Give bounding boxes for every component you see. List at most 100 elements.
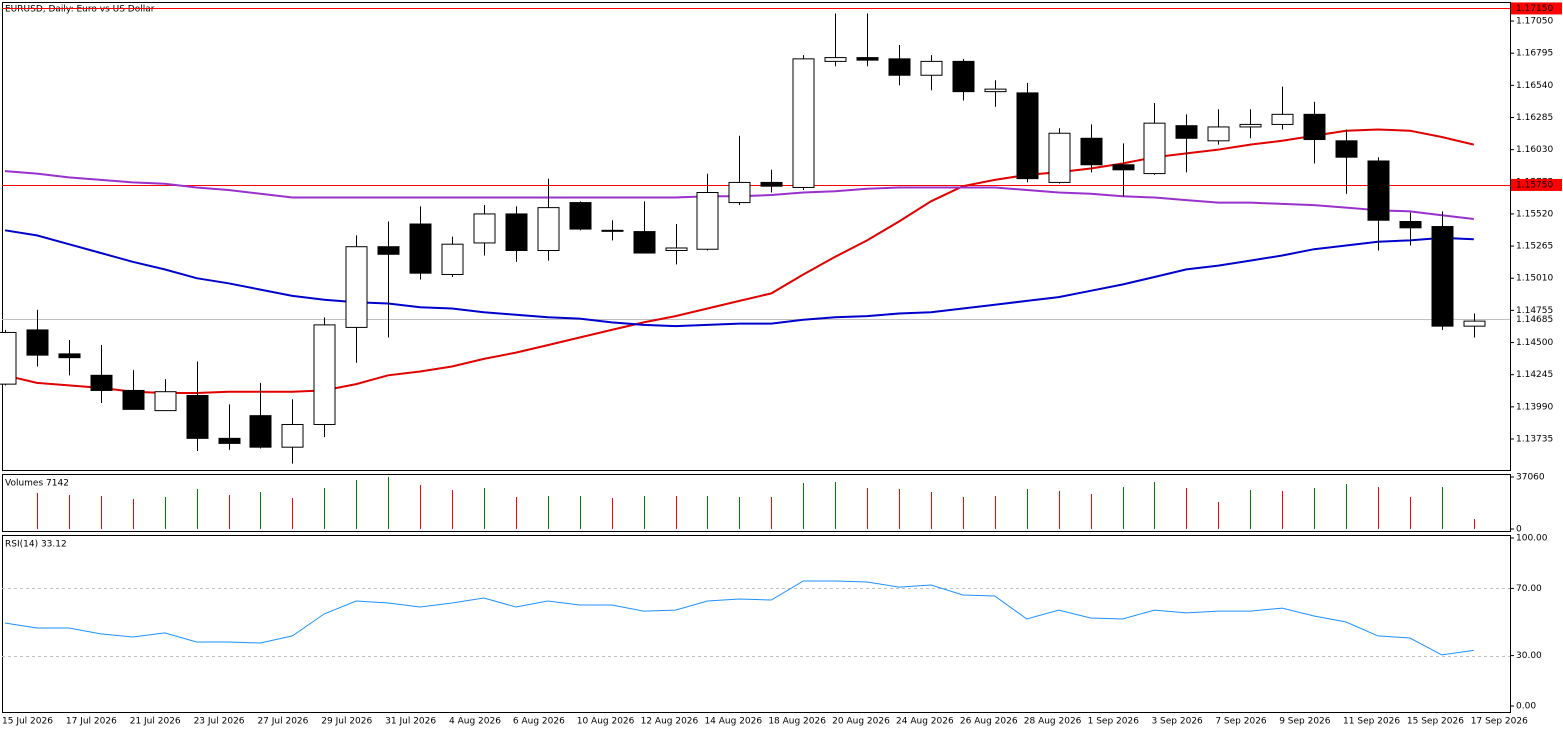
candle-body — [58, 353, 81, 359]
volume-title: Volumes 7142 — [5, 479, 69, 489]
candle-body — [1175, 125, 1198, 139]
moving-average — [4, 128, 1475, 394]
price-label: 1.15750 — [1516, 180, 1553, 190]
candle-body — [505, 213, 528, 251]
price-panel — [2, 2, 1511, 471]
candle-body — [1048, 132, 1071, 183]
y-tick-label: 1.16030 — [1516, 145, 1553, 155]
x-tick-label: 21 Jul 2026 — [130, 717, 181, 727]
bid-label: 1.14685 — [1516, 315, 1553, 325]
candle-body — [1463, 320, 1486, 327]
candle-body — [665, 247, 688, 251]
candle-body — [569, 202, 592, 230]
y-tick-label: 1.15520 — [1516, 209, 1553, 219]
candle-body — [728, 181, 751, 204]
y-tick-label: 30.00 — [1516, 651, 1542, 661]
rsi-title: RSI(14) 33.12 — [5, 540, 67, 550]
x-tick-label: 31 Jul 2026 — [385, 717, 436, 727]
y-tick-label: 1.13735 — [1516, 434, 1553, 444]
y-tick-label: 37060 — [1516, 473, 1545, 483]
x-tick-label: 23 Jul 2026 — [194, 717, 245, 727]
candle-body — [888, 58, 911, 76]
candle-body — [1080, 137, 1103, 166]
candle-body — [920, 60, 943, 76]
candle-body — [90, 374, 113, 391]
candle-body — [1239, 123, 1262, 128]
candle-body — [952, 60, 975, 93]
y-tick-label: 1.14755 — [1516, 306, 1553, 316]
volume-panel — [2, 474, 1511, 532]
candle-body — [26, 329, 49, 356]
x-tick-label: 3 Sep 2026 — [1151, 717, 1203, 727]
candle-body — [313, 324, 336, 425]
y-tick-label: 70.00 — [1516, 584, 1542, 594]
y-tick-label: 1.16540 — [1516, 81, 1553, 91]
y-tick-label: 1.15010 — [1516, 274, 1553, 284]
x-tick-label: 6 Aug 2026 — [513, 717, 565, 727]
candle-body — [1207, 126, 1230, 142]
x-tick-label: 17 Sep 2026 — [1471, 717, 1528, 727]
candle-body — [249, 415, 272, 448]
y-tick-label: 1.17050 — [1516, 17, 1553, 27]
moving-average — [4, 229, 1474, 328]
candle-body — [473, 213, 496, 244]
candle-body — [377, 246, 400, 255]
price-label: 1.17150 — [1516, 4, 1553, 14]
x-tick-label: 27 Jul 2026 — [257, 717, 308, 727]
candle-body — [696, 192, 719, 250]
candle-body — [601, 229, 624, 232]
x-tick-label: 15 Sep 2026 — [1407, 717, 1464, 727]
candle-body — [1016, 92, 1039, 180]
candle-body — [345, 246, 368, 328]
candle-body — [537, 207, 560, 251]
candle-body — [409, 223, 432, 274]
y-tick-label: 1.15265 — [1516, 242, 1553, 252]
y-tick-label: 1.14500 — [1516, 338, 1553, 348]
candle-body — [1399, 221, 1422, 229]
x-tick-label: 29 Jul 2026 — [321, 717, 372, 727]
x-tick-label: 26 Aug 2026 — [960, 717, 1018, 727]
candle-body — [281, 423, 304, 448]
candle-body — [1303, 113, 1326, 141]
candle-body — [1367, 160, 1390, 221]
rsi-panel — [2, 535, 1511, 713]
x-tick-label: 24 Aug 2026 — [896, 717, 954, 727]
rsi-line — [4, 580, 1474, 656]
candle-body — [122, 389, 145, 410]
candle-body — [824, 57, 847, 62]
x-tick-label: 11 Sep 2026 — [1343, 717, 1400, 727]
candle-body — [1143, 122, 1166, 175]
x-tick-label: 18 Aug 2026 — [768, 717, 826, 727]
candle-body — [1112, 164, 1135, 171]
x-tick-label: 15 Jul 2026 — [2, 717, 53, 727]
candle-body — [154, 391, 177, 412]
price-label-box — [1511, 178, 1562, 191]
y-tick-label: 1.13990 — [1516, 402, 1553, 412]
x-tick-label: 12 Aug 2026 — [641, 717, 699, 727]
x-tick-label: 17 Jul 2026 — [66, 717, 117, 727]
candle-body — [186, 394, 209, 439]
x-tick-label: 14 Aug 2026 — [704, 717, 762, 727]
candle-body — [0, 331, 17, 385]
x-tick-label: 1 Sep 2026 — [1088, 717, 1140, 727]
candle-body — [1271, 113, 1294, 125]
x-tick-label: 10 Aug 2026 — [577, 717, 635, 727]
x-tick-label: 7 Sep 2026 — [1215, 717, 1267, 727]
price-label-box — [1511, 2, 1562, 15]
x-tick-label: 20 Aug 2026 — [832, 717, 890, 727]
candle-body — [1335, 140, 1358, 158]
candle-body — [856, 57, 879, 61]
y-tick-label: 0.00 — [1516, 702, 1536, 712]
chart-title: EURUSD, Daily: Euro vs US Dollar — [5, 5, 155, 15]
candle-body — [633, 231, 656, 254]
x-tick-label: 28 Aug 2026 — [1024, 717, 1082, 727]
y-tick-label: 0 — [1516, 525, 1522, 535]
candle-body — [441, 243, 464, 275]
candle-body — [218, 437, 241, 444]
y-tick-label: 100.00 — [1516, 534, 1548, 544]
x-tick-label: 4 Aug 2026 — [449, 717, 501, 727]
y-tick-label: 1.16795 — [1516, 49, 1553, 59]
y-tick-label: 1.16285 — [1516, 113, 1553, 123]
